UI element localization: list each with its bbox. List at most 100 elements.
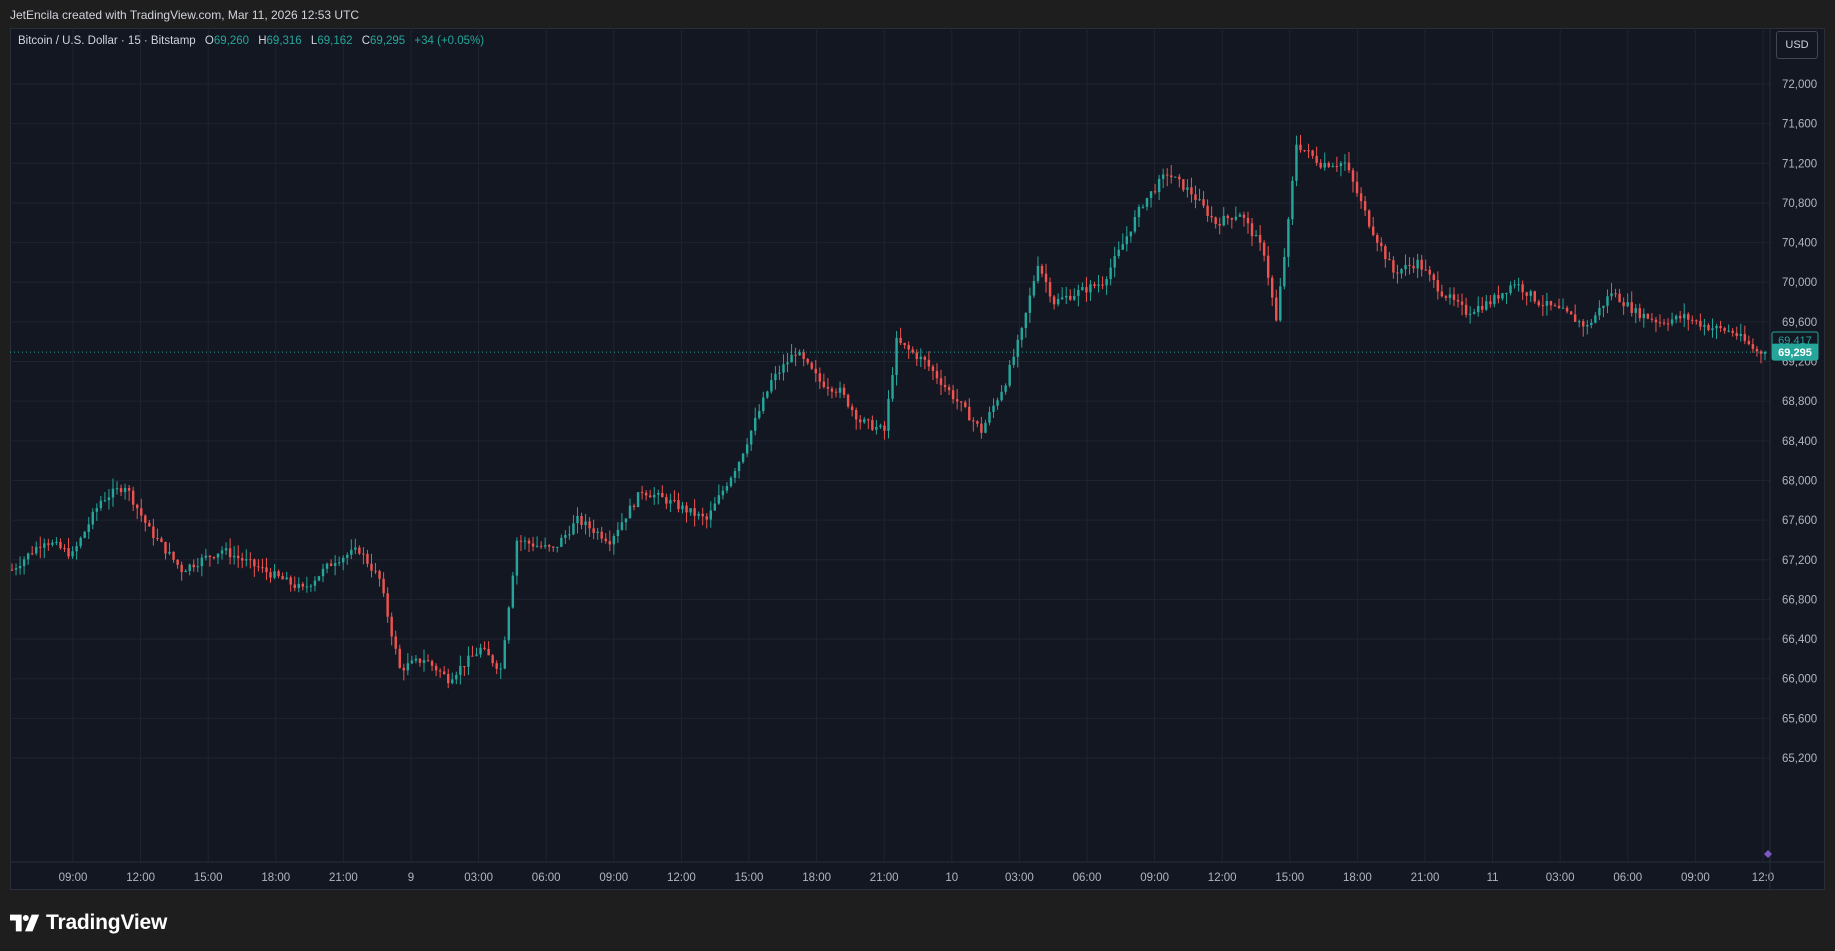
candle-body xyxy=(628,505,632,519)
candle-body xyxy=(1666,323,1670,325)
tradingview-logo[interactable]: TradingView xyxy=(10,908,167,938)
candle-body xyxy=(600,531,603,539)
candle-body xyxy=(1432,274,1435,281)
chart-panel[interactable] xyxy=(10,28,1825,890)
candle-body xyxy=(753,417,757,431)
candle-body xyxy=(531,543,535,547)
y-axis-tick-label: 67,200 xyxy=(1782,555,1817,567)
candle-body xyxy=(814,368,818,374)
candle-body xyxy=(842,387,846,395)
candle-body xyxy=(1230,218,1234,220)
candle-body xyxy=(297,583,300,588)
candle-body xyxy=(1359,193,1363,202)
candle-body xyxy=(1517,284,1520,286)
candle-body xyxy=(980,423,983,433)
currency-button[interactable]: USD xyxy=(1776,31,1818,59)
candle-body xyxy=(1561,307,1565,309)
candle-body xyxy=(1614,293,1617,295)
candle-body xyxy=(131,490,135,505)
candle-body xyxy=(1214,217,1217,224)
candle-body xyxy=(717,495,721,504)
x-axis-tick-label: 12:00 xyxy=(126,872,155,884)
candle-body xyxy=(103,500,107,502)
scroll-to-realtime-icon[interactable] xyxy=(1764,850,1772,858)
legend-low-value: 69,162 xyxy=(317,35,353,47)
candle-body xyxy=(1723,328,1726,331)
candle-body xyxy=(1545,301,1549,306)
candle-body xyxy=(1444,296,1448,298)
candle-body xyxy=(111,488,115,498)
candle-body xyxy=(293,584,296,588)
y-axis-tick-label: 66,000 xyxy=(1782,674,1817,686)
candle-body xyxy=(1485,301,1488,310)
candle-body xyxy=(1481,306,1484,310)
candle-body xyxy=(67,548,70,557)
candle-body xyxy=(172,551,175,560)
y-axis-tick-label: 71,600 xyxy=(1782,119,1817,131)
x-axis-tick-label: 12:0 xyxy=(1752,872,1774,884)
candle-body xyxy=(644,492,648,496)
candle-body xyxy=(1400,269,1403,274)
candle-body xyxy=(107,497,111,501)
candle-body xyxy=(790,354,793,363)
candle-body xyxy=(976,421,979,424)
candle-body xyxy=(543,545,547,547)
candle-body xyxy=(1218,223,1221,226)
candle-body xyxy=(1056,299,1060,305)
candle-body xyxy=(774,373,777,381)
y-axis-tick-label: 66,400 xyxy=(1782,634,1817,646)
candle-body xyxy=(1618,293,1621,303)
candle-body xyxy=(1186,187,1189,190)
candle-body xyxy=(422,660,426,663)
candle-body xyxy=(204,555,208,558)
candle-body xyxy=(798,352,801,356)
candle-body xyxy=(624,518,628,523)
candle-body xyxy=(850,406,854,411)
candle-body xyxy=(1456,299,1460,302)
candle-body xyxy=(1658,322,1662,324)
candle-body xyxy=(1634,308,1637,313)
candle-body xyxy=(1371,226,1375,236)
chart-credit: JetEncila created with TradingView.com, … xyxy=(10,8,360,22)
candle-body xyxy=(1384,246,1387,260)
candle-body xyxy=(1513,284,1516,286)
candle-body xyxy=(1081,287,1084,291)
candle-body xyxy=(1331,166,1335,168)
y-axis-tick-label: 68,400 xyxy=(1782,436,1817,448)
candle-body xyxy=(1670,319,1674,324)
candle-body xyxy=(859,419,862,423)
candle-body xyxy=(919,356,923,360)
candle-body xyxy=(923,356,927,360)
candle-body xyxy=(1376,235,1379,243)
candle-body xyxy=(653,494,656,498)
candle-body xyxy=(620,522,624,530)
x-axis-tick-label: 15:00 xyxy=(735,872,764,884)
candle-body xyxy=(943,384,947,388)
candle-body xyxy=(867,419,870,421)
tradingview-logo-icon xyxy=(10,914,40,932)
candle-body xyxy=(584,521,587,526)
candle-body xyxy=(1165,174,1169,176)
candle-body xyxy=(1121,244,1124,250)
candle-body xyxy=(907,345,910,350)
candle-body xyxy=(552,546,555,548)
candle-body xyxy=(487,648,490,656)
candle-body xyxy=(1533,291,1536,302)
x-axis-tick-label: 11 xyxy=(1487,872,1499,884)
candle-body xyxy=(313,580,317,586)
candle-body xyxy=(782,364,785,373)
candle-body xyxy=(1695,320,1698,322)
legend-open-label: O xyxy=(204,35,214,47)
candle-body xyxy=(1125,236,1129,245)
candle-body xyxy=(1097,284,1100,286)
x-axis-tick-label: 06:00 xyxy=(532,872,561,884)
candle-body xyxy=(329,563,333,566)
candle-body xyxy=(1392,260,1395,273)
candle-body xyxy=(1650,318,1654,320)
candle-body xyxy=(568,534,571,536)
candle-body xyxy=(1032,281,1036,296)
candle-body xyxy=(883,425,886,431)
candle-body xyxy=(394,636,397,649)
candle-body xyxy=(1691,319,1694,321)
